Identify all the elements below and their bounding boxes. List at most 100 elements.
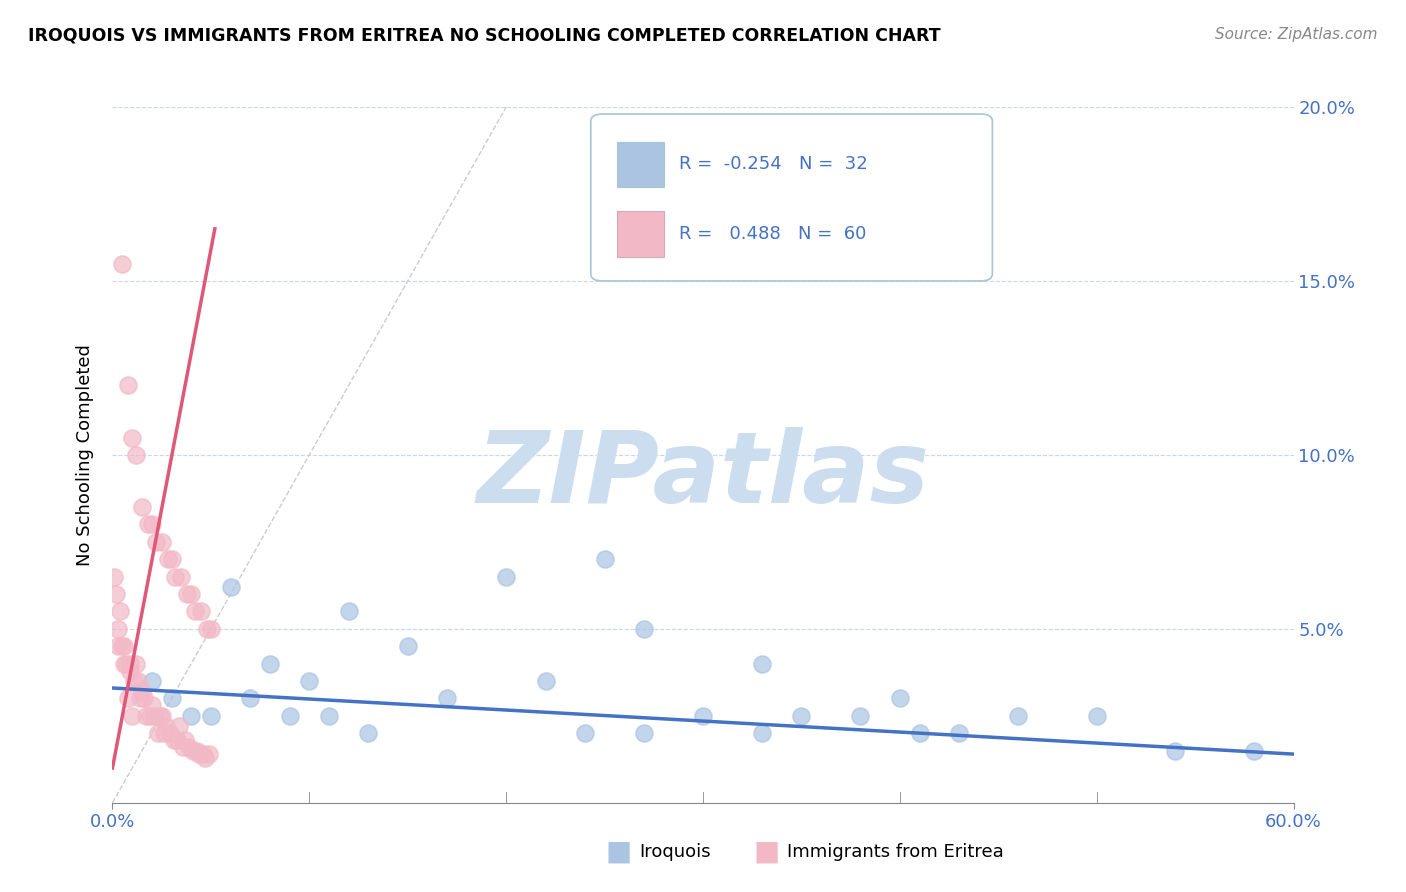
Point	[120, 657, 142, 671]
Point	[129, 691, 152, 706]
Point	[278, 708, 301, 723]
Point	[534, 674, 557, 689]
Bar	[617, 142, 664, 187]
Point	[176, 587, 198, 601]
Text: ZIPatlas: ZIPatlas	[477, 427, 929, 524]
Point	[121, 431, 143, 445]
Point	[150, 534, 173, 549]
Point	[131, 500, 153, 514]
Point	[111, 256, 134, 270]
Text: R =   0.488   N =  60: R = 0.488 N = 60	[679, 225, 866, 243]
Point	[1085, 708, 1108, 723]
Point	[103, 570, 125, 584]
Point	[1243, 744, 1265, 758]
Text: Immigrants from Eritrea: Immigrants from Eritrea	[787, 843, 1004, 861]
Point	[318, 708, 340, 723]
Point	[198, 747, 221, 761]
Point	[159, 726, 181, 740]
Point	[195, 622, 218, 636]
Point	[127, 674, 149, 689]
Point	[633, 622, 655, 636]
Point	[190, 605, 212, 619]
Point	[194, 750, 217, 764]
Point	[181, 744, 204, 758]
Point	[107, 639, 129, 653]
Point	[948, 726, 970, 740]
Point	[135, 708, 157, 723]
Point	[751, 657, 773, 671]
Y-axis label: No Schooling Completed: No Schooling Completed	[76, 344, 94, 566]
Point	[889, 691, 911, 706]
Point	[692, 708, 714, 723]
Point	[125, 448, 148, 462]
Point	[495, 570, 517, 584]
Text: ■: ■	[606, 838, 631, 866]
Point	[117, 378, 139, 392]
Point	[174, 733, 197, 747]
Point	[1007, 708, 1029, 723]
Point	[122, 674, 145, 689]
Point	[574, 726, 596, 740]
Point	[149, 708, 172, 723]
Point	[166, 733, 188, 747]
Point	[107, 622, 129, 636]
Point	[184, 605, 207, 619]
Point	[152, 726, 174, 740]
Point	[436, 691, 458, 706]
FancyBboxPatch shape	[591, 114, 993, 281]
Point	[125, 657, 148, 671]
Point	[593, 552, 616, 566]
Point	[172, 740, 194, 755]
Point	[156, 552, 179, 566]
Text: IROQUOIS VS IMMIGRANTS FROM ERITREA NO SCHOOLING COMPLETED CORRELATION CHART: IROQUOIS VS IMMIGRANTS FROM ERITREA NO S…	[28, 27, 941, 45]
Point	[200, 622, 222, 636]
Point	[139, 708, 162, 723]
Point	[131, 684, 153, 698]
Point	[219, 580, 242, 594]
Point	[633, 726, 655, 740]
Point	[908, 726, 931, 740]
Point	[132, 691, 155, 706]
Point	[120, 664, 142, 678]
Point	[191, 747, 214, 761]
Point	[170, 570, 193, 584]
Point	[160, 691, 183, 706]
Point	[169, 719, 191, 733]
Point	[337, 605, 360, 619]
Point	[117, 691, 139, 706]
Point	[239, 691, 262, 706]
Point	[165, 570, 187, 584]
Text: R =  -0.254   N =  32: R = -0.254 N = 32	[679, 155, 868, 173]
Text: Source: ZipAtlas.com: Source: ZipAtlas.com	[1215, 27, 1378, 42]
Point	[142, 708, 165, 723]
Point	[186, 744, 208, 758]
Point	[790, 708, 813, 723]
Point	[141, 517, 163, 532]
Point	[115, 657, 138, 671]
Point	[180, 587, 202, 601]
Point	[179, 740, 201, 755]
Point	[849, 708, 872, 723]
Point	[180, 708, 202, 723]
Point	[141, 674, 163, 689]
Point	[396, 639, 419, 653]
Point	[298, 674, 321, 689]
Point	[111, 639, 134, 653]
Point	[136, 517, 159, 532]
Text: ■: ■	[754, 838, 779, 866]
Point	[110, 605, 132, 619]
Point	[188, 747, 211, 761]
Point	[751, 726, 773, 740]
Point	[145, 534, 167, 549]
Point	[259, 657, 281, 671]
Point	[150, 708, 173, 723]
Point	[160, 552, 183, 566]
Point	[200, 708, 222, 723]
Bar	[617, 211, 664, 257]
Point	[105, 587, 128, 601]
Point	[141, 698, 163, 713]
Point	[357, 726, 380, 740]
Point	[1164, 744, 1187, 758]
Text: Iroquois: Iroquois	[640, 843, 711, 861]
Point	[146, 726, 169, 740]
